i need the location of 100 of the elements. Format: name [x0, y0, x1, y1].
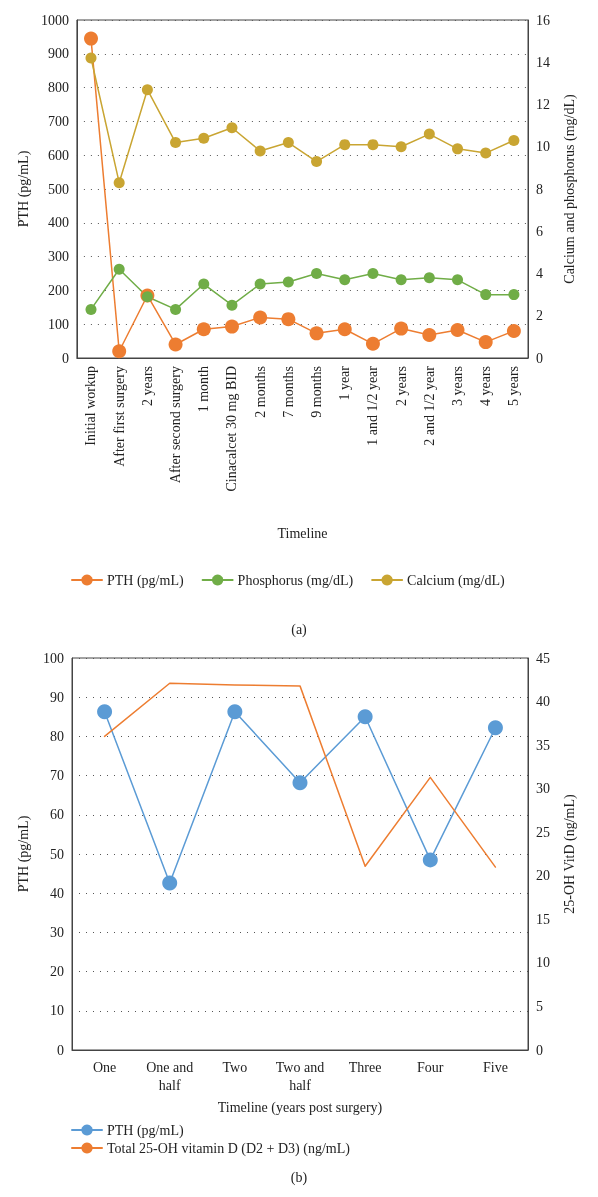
y2-tick-label: 16: [536, 12, 550, 28]
y-tick-label: 300: [47, 249, 69, 265]
x-tick-label: 1 and 1/2 year: [365, 365, 381, 446]
point: [162, 875, 178, 891]
y2-tick-label: 40: [536, 694, 550, 710]
y-tick-label: 70: [50, 768, 64, 784]
legend-label: Calcium (mg/dL): [407, 572, 506, 589]
y2-tick-label: 20: [536, 868, 550, 884]
point: [168, 337, 183, 352]
y-tick-label: 20: [50, 964, 64, 980]
x-tick-label: One: [92, 1059, 117, 1075]
x-tick-label: One and half: [146, 1059, 194, 1093]
point: [422, 328, 437, 343]
point: [224, 319, 239, 334]
x-axis-title: Timeline: [277, 525, 328, 541]
y-tick-label: 60: [50, 807, 64, 823]
y2-tick-label: 10: [536, 955, 550, 971]
y-tick-label: 0: [57, 1042, 64, 1058]
legend-label: Phosphorus (mg/dL): [237, 572, 354, 589]
point: [480, 289, 492, 301]
y2-tick-label: 4: [536, 266, 543, 281]
legend-label: Total 25-OH vitamin D (D2 + D3) (ng/mL): [107, 1140, 351, 1157]
x-tick-label: Two and half: [275, 1059, 325, 1093]
point: [487, 720, 503, 736]
y2-tick-label: 25: [536, 824, 550, 840]
y2-tick-label: 0: [536, 350, 543, 366]
point: [281, 312, 296, 327]
y2-tick-label: 8: [536, 181, 543, 197]
text: (b): [290, 1169, 308, 1186]
point: [198, 132, 210, 144]
x-tick-label: 1 year: [337, 365, 353, 401]
point: [452, 274, 464, 286]
x-tick-label: 2 years: [139, 366, 155, 407]
y2-tick-label: 12: [536, 97, 550, 112]
point: [113, 177, 125, 189]
x-tick-label: 5 years: [506, 366, 522, 407]
x-tick-label: 2 years: [393, 366, 409, 407]
legend-label: PTH (pg/mL): [107, 1122, 184, 1139]
point: [394, 321, 409, 336]
point: [292, 775, 308, 791]
text: (a): [291, 621, 308, 638]
point: [254, 278, 266, 290]
y2-axis-title: 25-OH VitD (ng/mL): [561, 793, 578, 914]
point: [508, 134, 520, 146]
y-tick-label: 1000: [40, 12, 69, 28]
point: [423, 128, 435, 140]
x-tick-label: 4 years: [478, 366, 494, 407]
x-tick-label: 1 month: [196, 366, 212, 413]
legend-label: PTH (pg/mL): [107, 572, 184, 589]
y2-tick-label: 14: [536, 54, 550, 70]
x-tick-label: 7 months: [280, 366, 296, 418]
x-tick-label: Five: [482, 1059, 508, 1075]
y-tick-label: 100: [47, 316, 69, 332]
point: [113, 263, 125, 275]
point: [226, 122, 238, 134]
y-tick-label: 10: [50, 1003, 64, 1019]
point: [395, 141, 407, 153]
x-tick-label: Three: [348, 1059, 382, 1075]
y-tick-label: 400: [47, 215, 69, 231]
point: [227, 704, 243, 720]
y2-tick-label: 5: [536, 998, 543, 1014]
point: [254, 145, 266, 157]
point: [112, 344, 127, 359]
y2-tick-label: 15: [536, 911, 550, 927]
point: [311, 268, 323, 279]
x-axis-title: Timeline (years post surgery): [217, 1099, 383, 1116]
point: [450, 322, 465, 337]
y-tick-label: 80: [50, 728, 64, 744]
y2-tick-label: 45: [536, 650, 550, 666]
point: [339, 139, 351, 151]
point: [85, 52, 97, 64]
y-tick-label: 40: [50, 885, 64, 901]
point: [311, 156, 323, 168]
point: [452, 143, 464, 155]
x-tick-label: Initial workup: [83, 366, 99, 446]
y-tick-label: 600: [47, 147, 69, 163]
point: [478, 335, 493, 350]
x-tick-label: 3 years: [450, 366, 466, 407]
point: [422, 852, 438, 868]
x-tick-label: After first surgery: [111, 366, 127, 467]
y-tick-label: 900: [47, 46, 69, 62]
y2-axis-title: Calcium and phosphorus (mg/dL): [561, 93, 578, 284]
point: [97, 704, 113, 720]
point: [226, 299, 238, 311]
point: [423, 272, 435, 284]
point: [506, 323, 521, 338]
y2-tick-label: 6: [536, 223, 543, 239]
x-tick-label: 9 months: [309, 366, 325, 418]
point: [395, 274, 407, 286]
y-tick-label: 200: [47, 282, 69, 298]
point: [253, 310, 268, 325]
y2-tick-label: 10: [536, 139, 550, 155]
point: [170, 137, 182, 149]
point: [141, 84, 153, 96]
point: [367, 139, 379, 151]
y-tick-label: 500: [47, 181, 69, 197]
y2-tick-label: 0: [536, 1042, 543, 1058]
point: [84, 31, 98, 46]
point: [170, 303, 182, 315]
point: [367, 268, 379, 279]
